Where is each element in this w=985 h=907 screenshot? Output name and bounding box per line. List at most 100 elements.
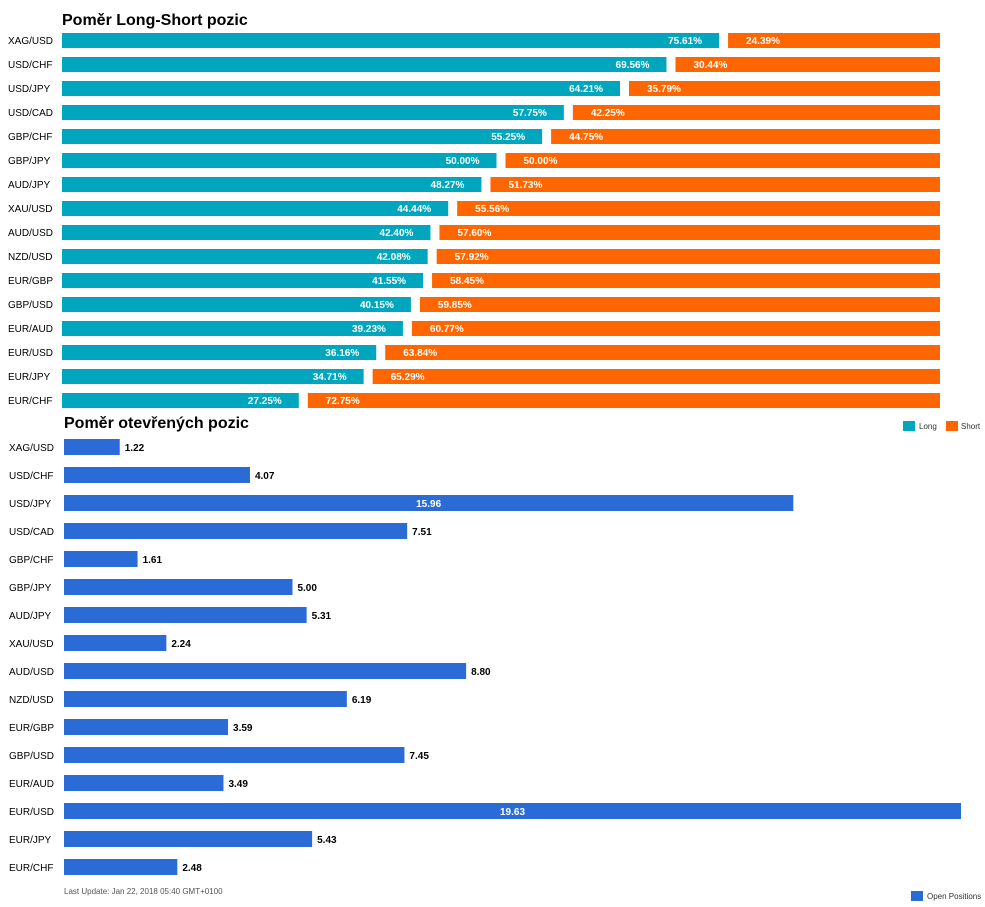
op-category-label-xau-usd: XAU/USD (9, 639, 53, 650)
category-label-xau-usd: XAU/USD (8, 204, 52, 215)
long-value-label-eur-jpy: 34.71% (313, 372, 347, 383)
short-bar-nzd-usd (436, 249, 940, 264)
short-value-label-gbp-usd: 59.85% (438, 300, 472, 311)
op-category-label-usd-chf: USD/CHF (9, 471, 53, 482)
short-value-label-eur-chf: 72.75% (326, 396, 360, 407)
short-value-label-eur-usd: 63.84% (403, 348, 437, 359)
short-bar-usd-cad (572, 105, 940, 120)
long-value-label-gbp-jpy: 50.00% (446, 156, 480, 167)
category-label-eur-jpy: EUR/JPY (8, 372, 51, 383)
open-positions-bar-gbp-usd (64, 747, 405, 763)
short-value-label-aud-usd: 57.60% (457, 228, 491, 239)
category-label-eur-chf: EUR/CHF (8, 396, 52, 407)
category-label-eur-gbp: EUR/GBP (8, 276, 53, 287)
short-bar-gbp-chf (551, 129, 940, 144)
op-category-label-eur-usd: EUR/USD (9, 807, 54, 818)
open-positions-bar-eur-jpy (64, 831, 313, 847)
short-value-label-usd-cad: 42.25% (591, 108, 625, 119)
open-positions-value-aud-usd: 8.80 (471, 667, 491, 678)
long-bar-gbp-jpy (62, 153, 497, 168)
op-category-label-usd-jpy: USD/JPY (9, 499, 52, 510)
op-category-label-gbp-chf: GBP/CHF (9, 555, 53, 566)
open-positions-bar-aud-jpy (64, 607, 307, 623)
short-bar-xau-usd (457, 201, 940, 216)
open-positions-bar-usd-jpy (64, 495, 794, 511)
category-label-gbp-usd: GBP/USD (8, 300, 53, 311)
short-value-label-aud-jpy: 51.73% (508, 180, 542, 191)
long-value-label-eur-aud: 39.23% (352, 324, 386, 335)
op-category-label-gbp-jpy: GBP/JPY (9, 583, 52, 594)
open-positions-value-aud-jpy: 5.31 (312, 611, 332, 622)
category-label-xag-usd: XAG/USD (8, 36, 53, 47)
short-bar-aud-jpy (490, 177, 940, 192)
legend-swatch-open-positions (911, 891, 923, 901)
long-bar-nzd-usd (62, 249, 428, 264)
short-value-label-usd-chf: 30.44% (693, 60, 727, 71)
short-bar-eur-usd (385, 345, 940, 360)
chart-title-open-positions: Poměr otevřených pozic (64, 415, 249, 432)
category-label-usd-jpy: USD/JPY (8, 84, 51, 95)
op-category-label-eur-chf: EUR/CHF (9, 863, 53, 874)
long-value-label-usd-jpy: 64.21% (569, 84, 603, 95)
open-positions-value-xag-usd: 1.22 (125, 443, 145, 454)
long-bar-xau-usd (62, 201, 449, 216)
op-category-label-xag-usd: XAG/USD (9, 443, 54, 454)
open-positions-value-eur-aud: 3.49 (228, 779, 248, 790)
short-bar-eur-aud (411, 321, 940, 336)
category-label-gbp-chf: GBP/CHF (8, 132, 52, 143)
open-positions-value-usd-jpy: 15.96 (416, 499, 441, 510)
op-category-label-eur-aud: EUR/AUD (9, 779, 54, 790)
short-bar-gbp-jpy (505, 153, 940, 168)
long-bar-aud-usd (62, 225, 431, 240)
legend-label-short: Short (961, 422, 981, 431)
short-bar-aud-usd (439, 225, 940, 240)
open-positions-value-eur-usd: 19.63 (500, 807, 525, 818)
open-positions-value-eur-chf: 2.48 (182, 863, 202, 874)
open-positions-value-eur-gbp: 3.59 (233, 723, 253, 734)
open-positions-value-usd-cad: 7.51 (412, 527, 432, 538)
long-bar-aud-jpy (62, 177, 482, 192)
long-bar-eur-gbp (62, 273, 424, 288)
category-label-aud-usd: AUD/USD (8, 228, 53, 239)
open-positions-bar-xau-usd (64, 635, 167, 651)
long-bar-gbp-chf (62, 129, 543, 144)
long-bar-usd-chf (62, 57, 667, 72)
short-value-label-nzd-usd: 57.92% (455, 252, 489, 263)
long-bar-usd-jpy (62, 81, 620, 96)
legend-swatch-short (946, 421, 958, 431)
open-positions-value-gbp-usd: 7.45 (409, 751, 429, 762)
short-bar-usd-jpy (628, 81, 940, 96)
short-value-label-xau-usd: 55.56% (475, 204, 509, 215)
long-bar-eur-chf (62, 393, 299, 408)
open-positions-bar-nzd-usd (64, 691, 347, 707)
category-label-nzd-usd: NZD/USD (8, 252, 52, 263)
long-bar-gbp-usd (62, 297, 411, 312)
short-bar-xag-usd (728, 33, 940, 48)
open-positions-bar-eur-gbp (64, 719, 229, 735)
open-positions-value-xau-usd: 2.24 (171, 639, 191, 650)
op-category-label-eur-gbp: EUR/GBP (9, 723, 54, 734)
long-value-label-gbp-usd: 40.15% (360, 300, 394, 311)
open-positions-value-eur-jpy: 5.43 (317, 835, 337, 846)
op-category-label-gbp-usd: GBP/USD (9, 751, 54, 762)
long-value-label-gbp-chf: 55.25% (491, 132, 525, 143)
open-positions-value-gbp-jpy: 5.00 (297, 583, 317, 594)
long-value-label-eur-gbp: 41.55% (372, 276, 406, 287)
short-value-label-usd-jpy: 35.79% (647, 84, 681, 95)
legend-open-positions: Open Positions (911, 891, 981, 901)
short-bar-eur-chf (307, 393, 940, 408)
short-value-label-eur-aud: 60.77% (430, 324, 464, 335)
legend-label-open-positions: Open Positions (927, 892, 981, 901)
open-positions-bar-eur-usd (64, 803, 961, 819)
category-label-aud-jpy: AUD/JPY (8, 180, 51, 191)
short-value-label-xag-usd: 24.39% (746, 36, 780, 47)
open-positions-bar-xag-usd (64, 439, 120, 455)
short-bar-gbp-usd (419, 297, 940, 312)
short-value-label-gbp-chf: 44.75% (569, 132, 603, 143)
long-value-label-usd-chf: 69.56% (616, 60, 650, 71)
op-category-label-nzd-usd: NZD/USD (9, 695, 53, 706)
op-category-label-aud-usd: AUD/USD (9, 667, 54, 678)
long-value-label-usd-cad: 57.75% (513, 108, 547, 119)
short-value-label-gbp-jpy: 50.00% (524, 156, 558, 167)
